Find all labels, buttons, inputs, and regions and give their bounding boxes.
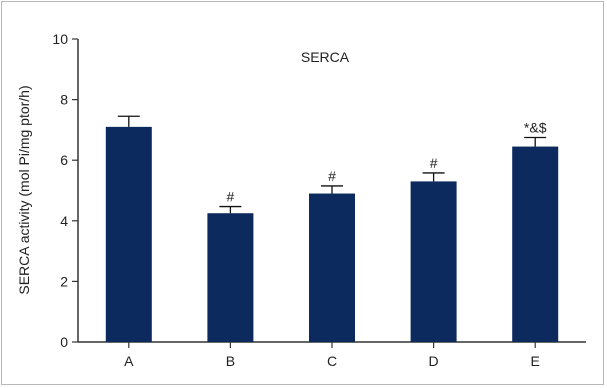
bars: # # # *&$ [105,115,559,343]
bar-A [105,126,152,343]
chart-title: SERCA [301,49,350,65]
y-ticks: 0 2 4 6 8 10 [52,31,78,350]
x-tick-label-E: E [531,353,540,369]
significance-label-B: # [227,189,235,205]
x-ticks: A B C D E [124,342,540,369]
y-tick-label: 6 [60,152,68,168]
y-tick-label: 2 [60,273,68,289]
y-tick-label: 0 [60,334,68,350]
y-tick-label: 4 [60,213,68,229]
y-tick-label: 10 [52,31,68,47]
x-tick-label-A: A [124,353,134,369]
y-tick-label: 8 [60,92,68,108]
significance-label-D: # [430,155,438,171]
bar-B [207,213,254,342]
y-axis-label: SERCA activity (mol Pi/mg ptor/h) [16,85,32,294]
significance-label-E: *&$ [524,119,547,135]
bar-D [410,181,457,342]
bar-C [309,193,355,342]
x-tick-label-B: B [226,353,235,369]
x-tick-label-C: C [327,353,337,369]
bar-E [512,146,559,342]
significance-label-C: # [328,168,336,184]
x-tick-label-D: D [429,353,439,369]
